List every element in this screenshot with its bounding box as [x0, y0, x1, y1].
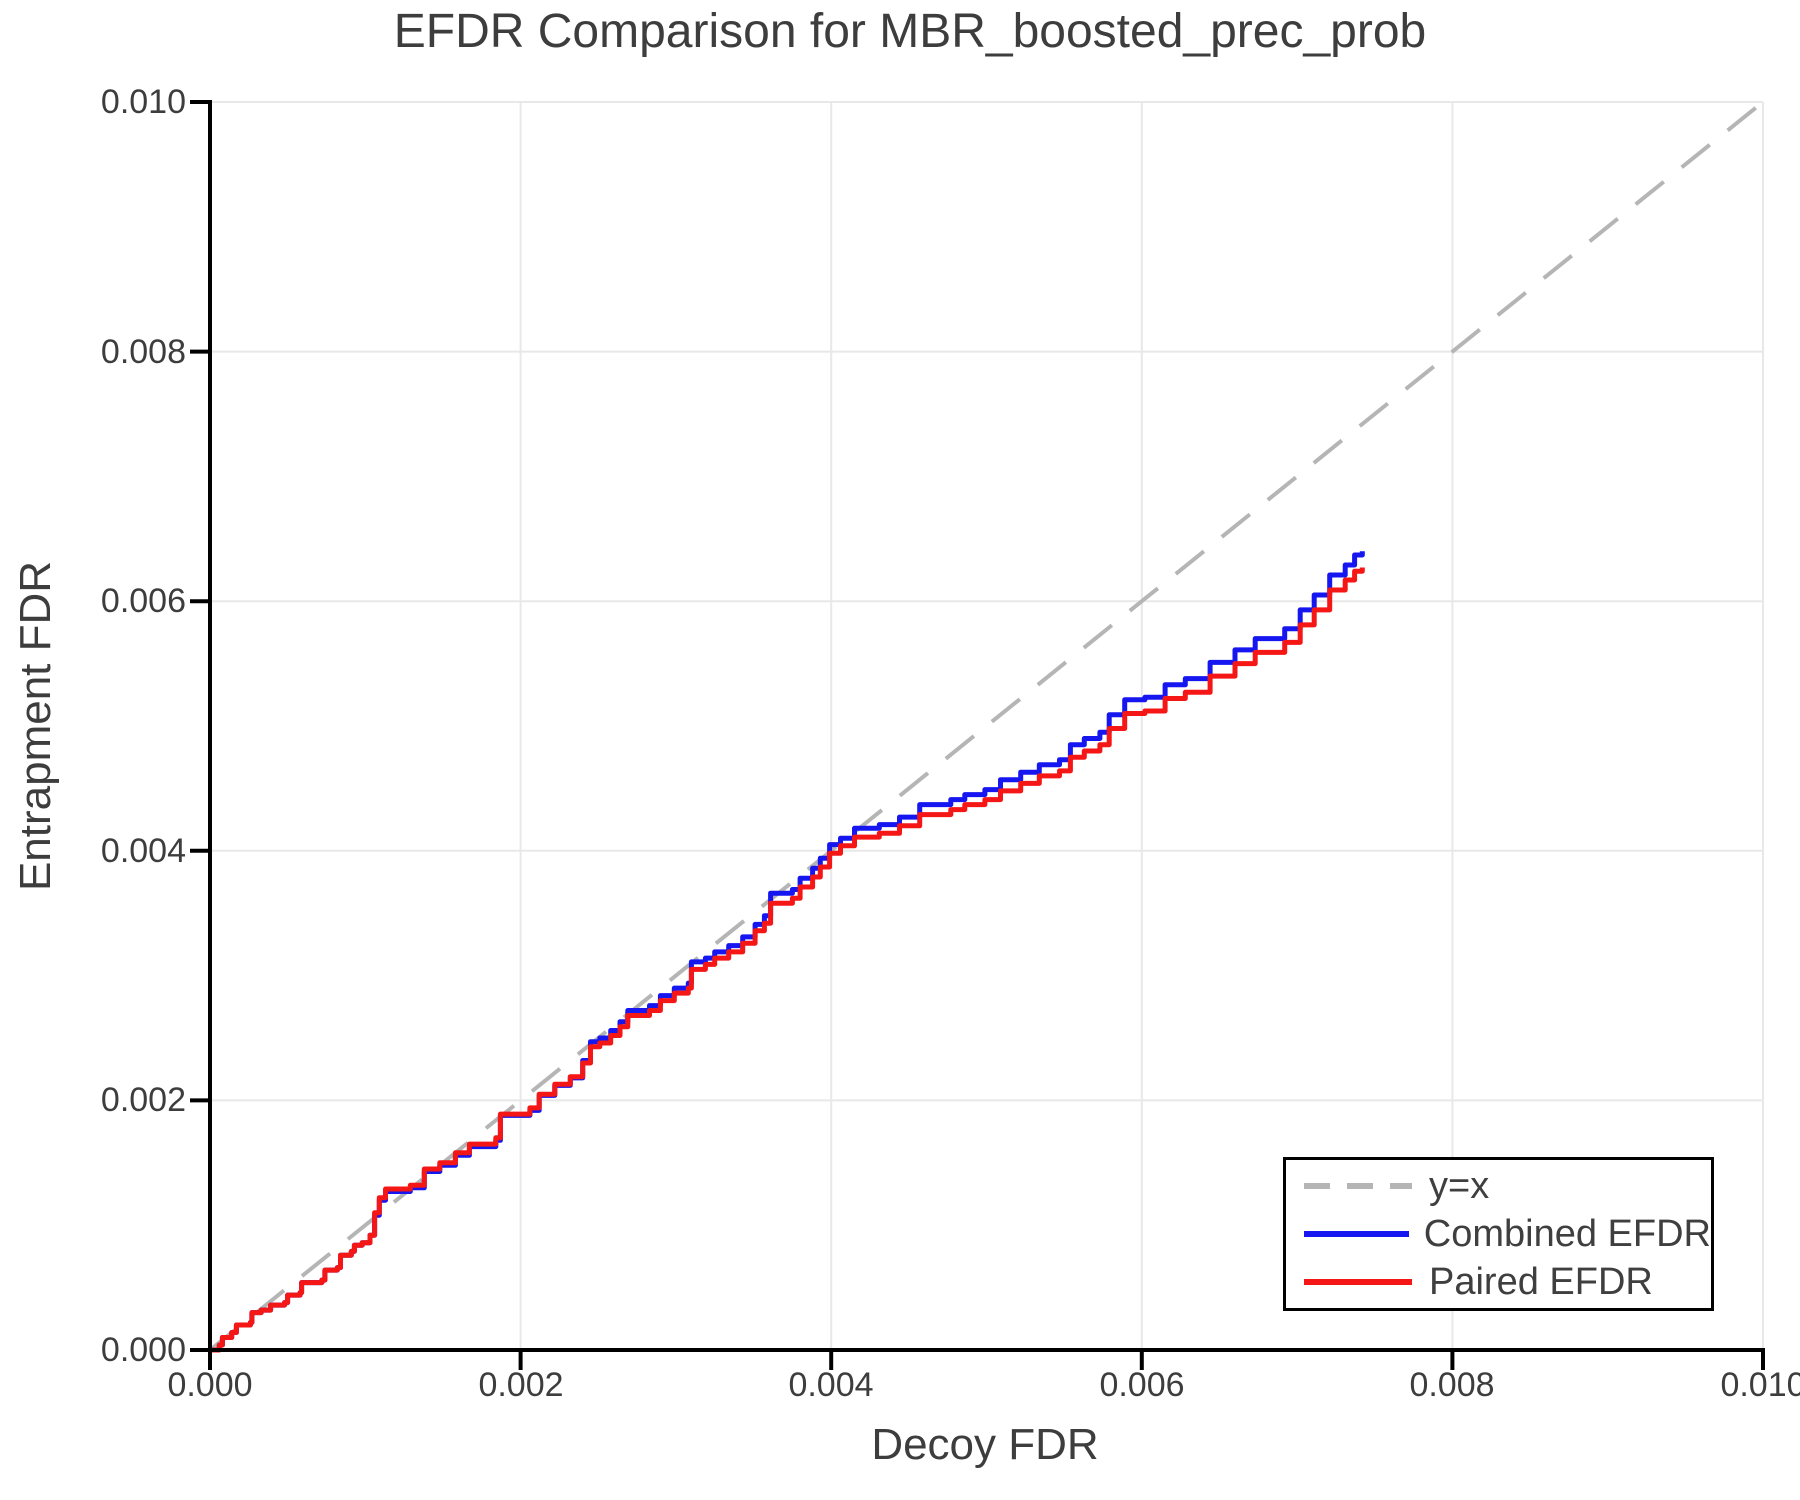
x-tick-label: 0.010 [1720, 1366, 1800, 1404]
y-tick-label: 0.000 [100, 1331, 186, 1369]
paired-efdr-line [210, 567, 1365, 1353]
legend-label: Combined EFDR [1423, 1212, 1711, 1255]
y-tick-label: 0.006 [100, 582, 186, 620]
x-tick-label: 0.002 [478, 1366, 564, 1404]
legend: y=x Combined EFDR Paired EFDR [1283, 1157, 1714, 1311]
identity-line [208, 100, 1765, 1352]
legend-label: Paired EFDR [1429, 1260, 1653, 1303]
x-tick-label: 0.000 [167, 1366, 253, 1404]
y-tick-label: 0.010 [100, 83, 186, 121]
legend-swatch-line [1304, 1279, 1412, 1285]
x-tick-label: 0.004 [788, 1366, 874, 1404]
combined-efdr-line [210, 551, 1365, 1353]
chart-title: EFDR Comparison for MBR_boosted_prec_pro… [393, 5, 1427, 58]
legend-label: y=x [1429, 1164, 1490, 1207]
y-tick-label: 0.002 [100, 1081, 186, 1119]
x-axis-label: Decoy FDR [871, 1420, 1099, 1469]
legend-swatch-line [1304, 1183, 1412, 1189]
x-tick-label: 0.008 [1409, 1366, 1495, 1404]
legend-entry: y=x [1302, 1163, 1711, 1210]
x-tick-label: 0.006 [1099, 1366, 1185, 1404]
legend-entry: Paired EFDR [1302, 1259, 1711, 1306]
legend-swatch-line [1304, 1231, 1409, 1237]
y-tick-label: 0.004 [100, 832, 186, 870]
y-tick-label: 0.008 [100, 333, 186, 371]
legend-entry: Combined EFDR [1302, 1211, 1711, 1258]
